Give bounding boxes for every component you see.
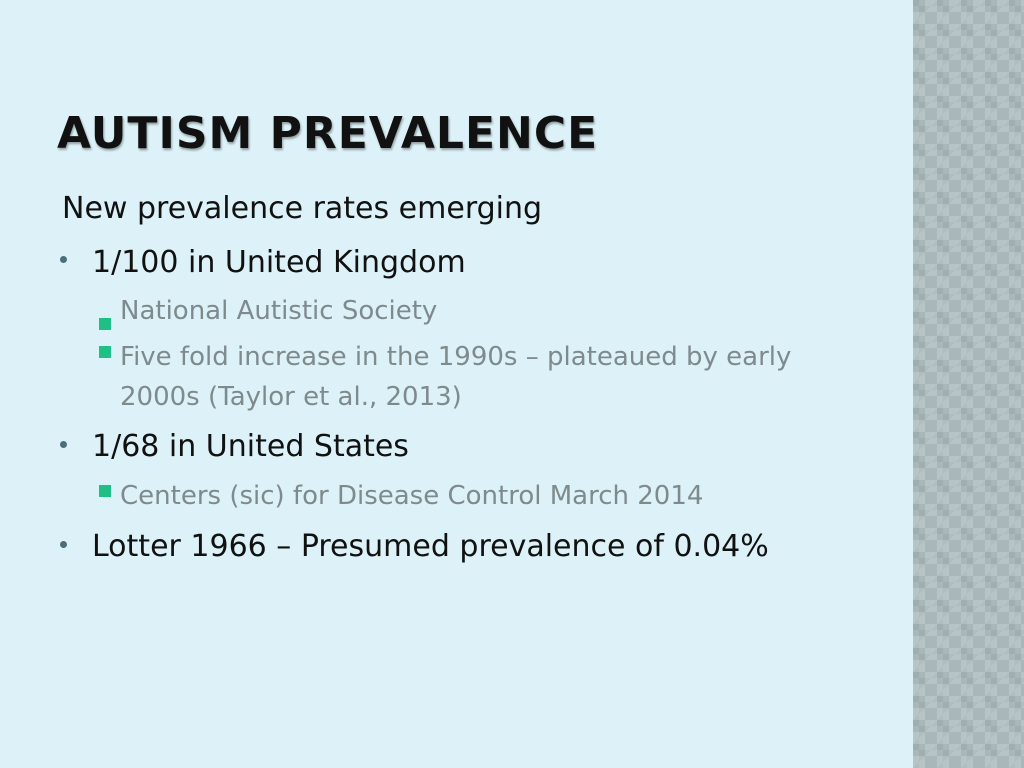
intro-text: New prevalence rates emerging [62,191,543,226]
slide-content: New prevalence rates emerging 1/100 in U… [60,191,792,564]
sub-bullet-fivefold-increase: Five fold increase in the 1990s – platea… [120,342,792,412]
bullet-item-us: 1/68 in United States [92,429,409,464]
square-bullet-icon [99,318,111,330]
square-bullet-icon [99,346,111,358]
decorative-side-pattern [913,0,1024,768]
sub-bullet-cdc: Centers (sic) for Disease Control March … [120,481,704,511]
square-bullet-icon [99,485,111,497]
bullet-dot-icon [60,256,67,263]
slide-title: AUTISM PREVALENCE [57,108,599,159]
bullet-dot-icon [60,541,67,548]
sub-bullet-national-autistic-society: National Autistic Society [120,296,438,326]
bullet-item-uk: 1/100 in United Kingdom [92,245,466,280]
bullet-dot-icon [60,441,67,448]
bullet-item-lotter: Lotter 1966 – Presumed prevalence of 0.0… [92,529,769,564]
slide-canvas [0,0,913,768]
